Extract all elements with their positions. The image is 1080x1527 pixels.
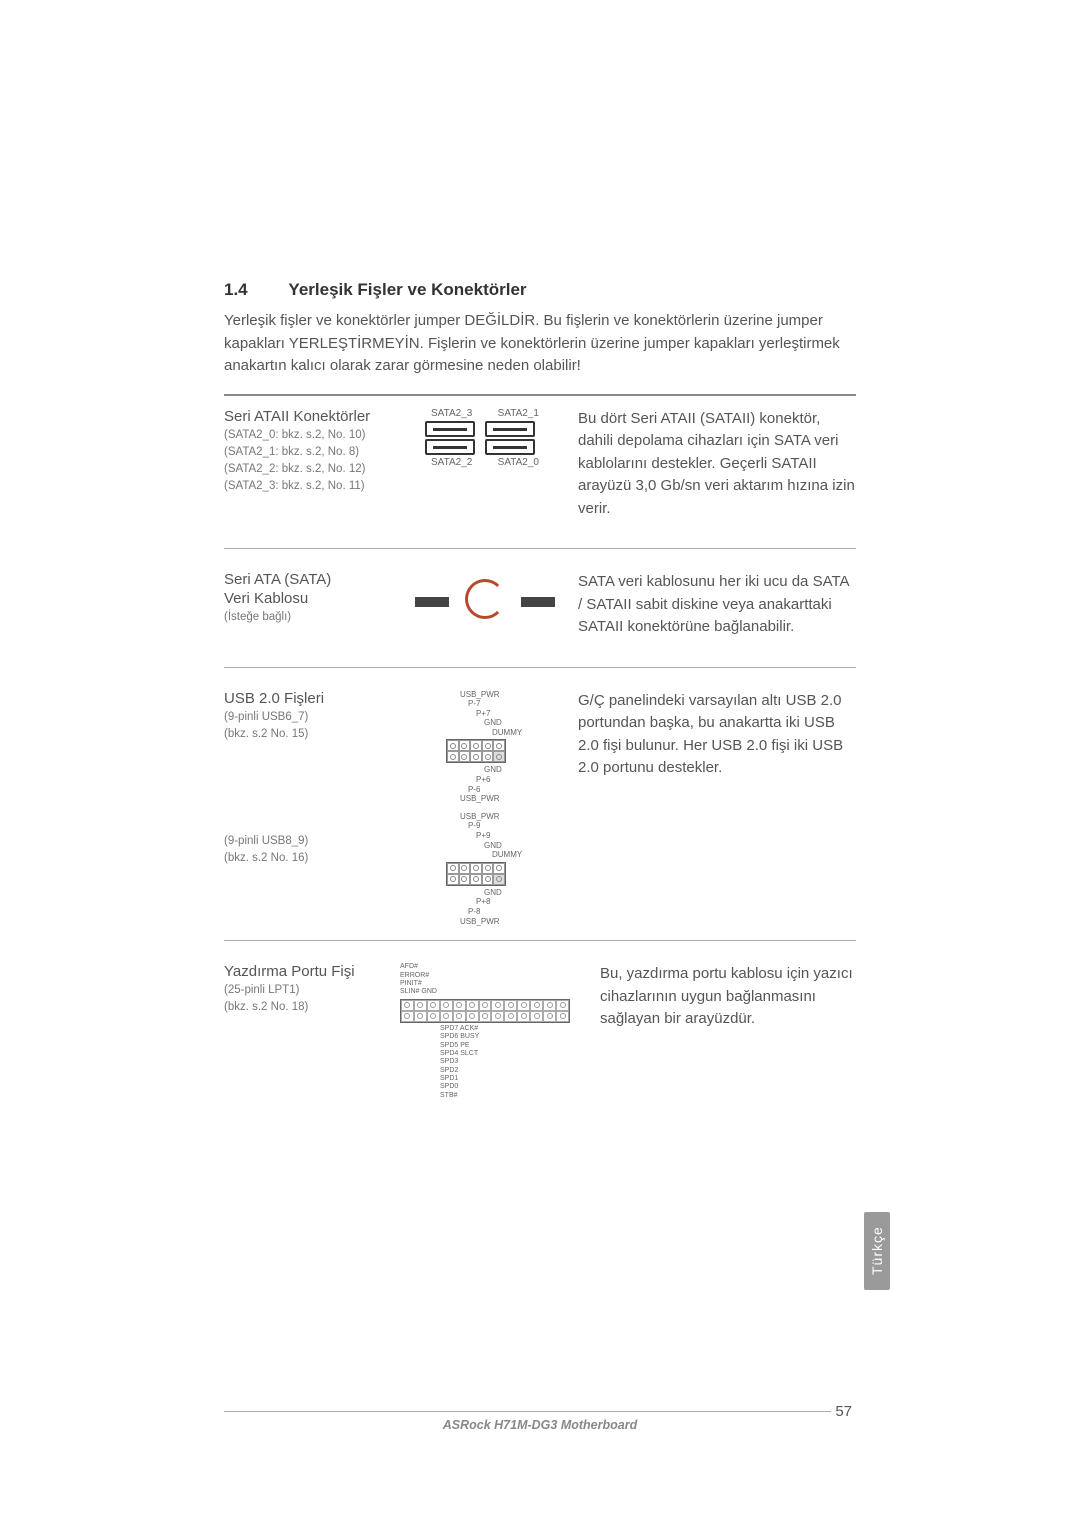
sata-desc: Bu dört Seri ATAII (SATAII) konektör, da… — [570, 408, 856, 521]
usb-sub: (9-pinli USB8_9) — [224, 833, 400, 850]
usb-desc: G/Ç panelindeki varsayılan altı USB 2.0 … — [570, 690, 856, 927]
sata-sub: (SATA2_2: bkz. s.2, No. 12) — [224, 461, 400, 478]
pin-label: P+7 — [476, 709, 490, 718]
divider — [224, 940, 856, 941]
pin-label: P+8 — [476, 897, 490, 906]
sata-label: SATA2_0 — [498, 457, 539, 468]
cable-end-icon — [521, 597, 555, 607]
lpt-top-labels: AFD# ERROR# PINIT# SLIN# GND — [400, 963, 590, 997]
pin-label: DUMMY — [492, 728, 522, 737]
divider — [224, 548, 856, 549]
pin-label: GND — [484, 765, 502, 774]
lpt-bot-labels: SPD7 ACK# SPD6 BUSY SPD5 PE SPD4 SLCT SP… — [440, 1025, 590, 1101]
pin-label: P+9 — [476, 831, 490, 840]
cable-title: Seri ATA (SATA) — [224, 571, 400, 588]
usb-title: USB 2.0 Fişleri — [224, 690, 400, 707]
cable-loop-icon — [465, 579, 505, 619]
language-tab: Türkçe — [864, 1212, 890, 1290]
footer-model: ASRock H71M-DG3 Motherboard — [224, 1418, 856, 1432]
footer-rule — [224, 1411, 856, 1412]
pin-label: GND — [484, 841, 502, 850]
section-intro: Yerleşik fişler ve konektörler jumper DE… — [224, 310, 856, 378]
usb-sub: (bkz. s.2 No. 16) — [224, 850, 400, 867]
pin-block-icon — [446, 862, 506, 886]
pin-label: USB_PWR — [460, 812, 540, 822]
sata-label: SATA2_1 — [498, 408, 539, 419]
usb-header-2: USB_PWR P-9 P+9 GND DUMMY GND P+8 P-8 US… — [430, 812, 540, 926]
sata-connector-icon — [425, 421, 475, 437]
page-number: 57 — [831, 1403, 856, 1420]
usb-left: USB 2.0 Fişleri (9-pinli USB6_7) (bkz. s… — [224, 690, 400, 927]
usb-diagram: USB_PWR P-7 P+7 GND DUMMY GND P+6 P-6 US… — [400, 690, 570, 927]
cable-title2: Veri Kablosu — [224, 590, 400, 607]
sata-sub: (SATA2_0: bkz. s.2, No. 10) — [224, 427, 400, 444]
cable-end-icon — [415, 597, 449, 607]
section-number: 1.4 — [224, 280, 284, 300]
sata-diagram: SATA2_3 SATA2_1 SATA2_2 SATA2_0 — [400, 408, 570, 521]
pin-label: P-6 — [468, 785, 480, 794]
pin-label: USB_PWR — [460, 690, 540, 700]
sata-connector-icon — [425, 439, 475, 455]
pin-label: DUMMY — [492, 850, 522, 859]
pin-label: P-7 — [468, 699, 480, 708]
row-sata-cable: Seri ATA (SATA) Veri Kablosu (İsteğe bağ… — [224, 559, 856, 657]
sata-sub: (SATA2_3: bkz. s.2, No. 11) — [224, 478, 400, 495]
lpt-desc: Bu, yazdırma portu kablosu için yazıcı c… — [600, 963, 856, 1100]
document-page: 1.4 Yerleşik Fişler ve Konektörler Yerle… — [0, 0, 1080, 1118]
page-footer: 57 ASRock H71M-DG3 Motherboard — [224, 1411, 856, 1432]
cable-desc: SATA veri kablosunu her iki ucu da SATA … — [570, 571, 856, 639]
sata-sub: (SATA2_1: bkz. s.2, No. 8) — [224, 444, 400, 461]
usb-sub: (bkz. s.2 No. 15) — [224, 726, 400, 743]
cable-diagram — [400, 571, 570, 639]
divider — [224, 667, 856, 668]
lpt-diagram: AFD# ERROR# PINIT# SLIN# GND SPD7 ACK# S… — [400, 963, 600, 1100]
pin-label: P+6 — [476, 775, 490, 784]
pin-label: P-9 — [468, 821, 480, 830]
pin-label: P-8 — [468, 907, 480, 916]
sata-connector-icon — [485, 439, 535, 455]
pin-label: GND — [484, 718, 502, 727]
lpt-sub: (bkz. s.2 No. 18) — [224, 999, 400, 1016]
row-usb: USB 2.0 Fişleri (9-pinli USB6_7) (bkz. s… — [224, 678, 856, 931]
sata-title: Seri ATAII Konektörler — [224, 408, 400, 425]
pin-label: USB_PWR — [460, 917, 540, 927]
usb-header-1: USB_PWR P-7 P+7 GND DUMMY GND P+6 P-6 US… — [430, 690, 540, 804]
sata-left: Seri ATAII Konektörler (SATA2_0: bkz. s.… — [224, 408, 400, 521]
row-sata-connectors: Seri ATAII Konektörler (SATA2_0: bkz. s.… — [224, 396, 856, 539]
section-heading: 1.4 Yerleşik Fişler ve Konektörler — [224, 280, 856, 300]
lpt-sub: (25-pinli LPT1) — [224, 982, 400, 999]
pin-block-icon — [446, 739, 506, 763]
sata-label: SATA2_3 — [431, 408, 472, 419]
lpt-left: Yazdırma Portu Fişi (25-pinli LPT1) (bkz… — [224, 963, 400, 1100]
row-lpt: Yazdırma Portu Fişi (25-pinli LPT1) (bkz… — [224, 951, 856, 1118]
cable-sub: (İsteğe bağlı) — [224, 609, 400, 626]
usb-sub: (9-pinli USB6_7) — [224, 709, 400, 726]
lpt-pin-block-icon — [400, 999, 570, 1023]
sata-connector-icon — [485, 421, 535, 437]
pin-label: USB_PWR — [460, 794, 540, 804]
section-title-text: Yerleşik Fişler ve Konektörler — [288, 280, 526, 299]
pin-label: GND — [484, 888, 502, 897]
sata-label: SATA2_2 — [431, 457, 472, 468]
lpt-title: Yazdırma Portu Fişi — [224, 963, 400, 980]
cable-left: Seri ATA (SATA) Veri Kablosu (İsteğe bağ… — [224, 571, 400, 639]
